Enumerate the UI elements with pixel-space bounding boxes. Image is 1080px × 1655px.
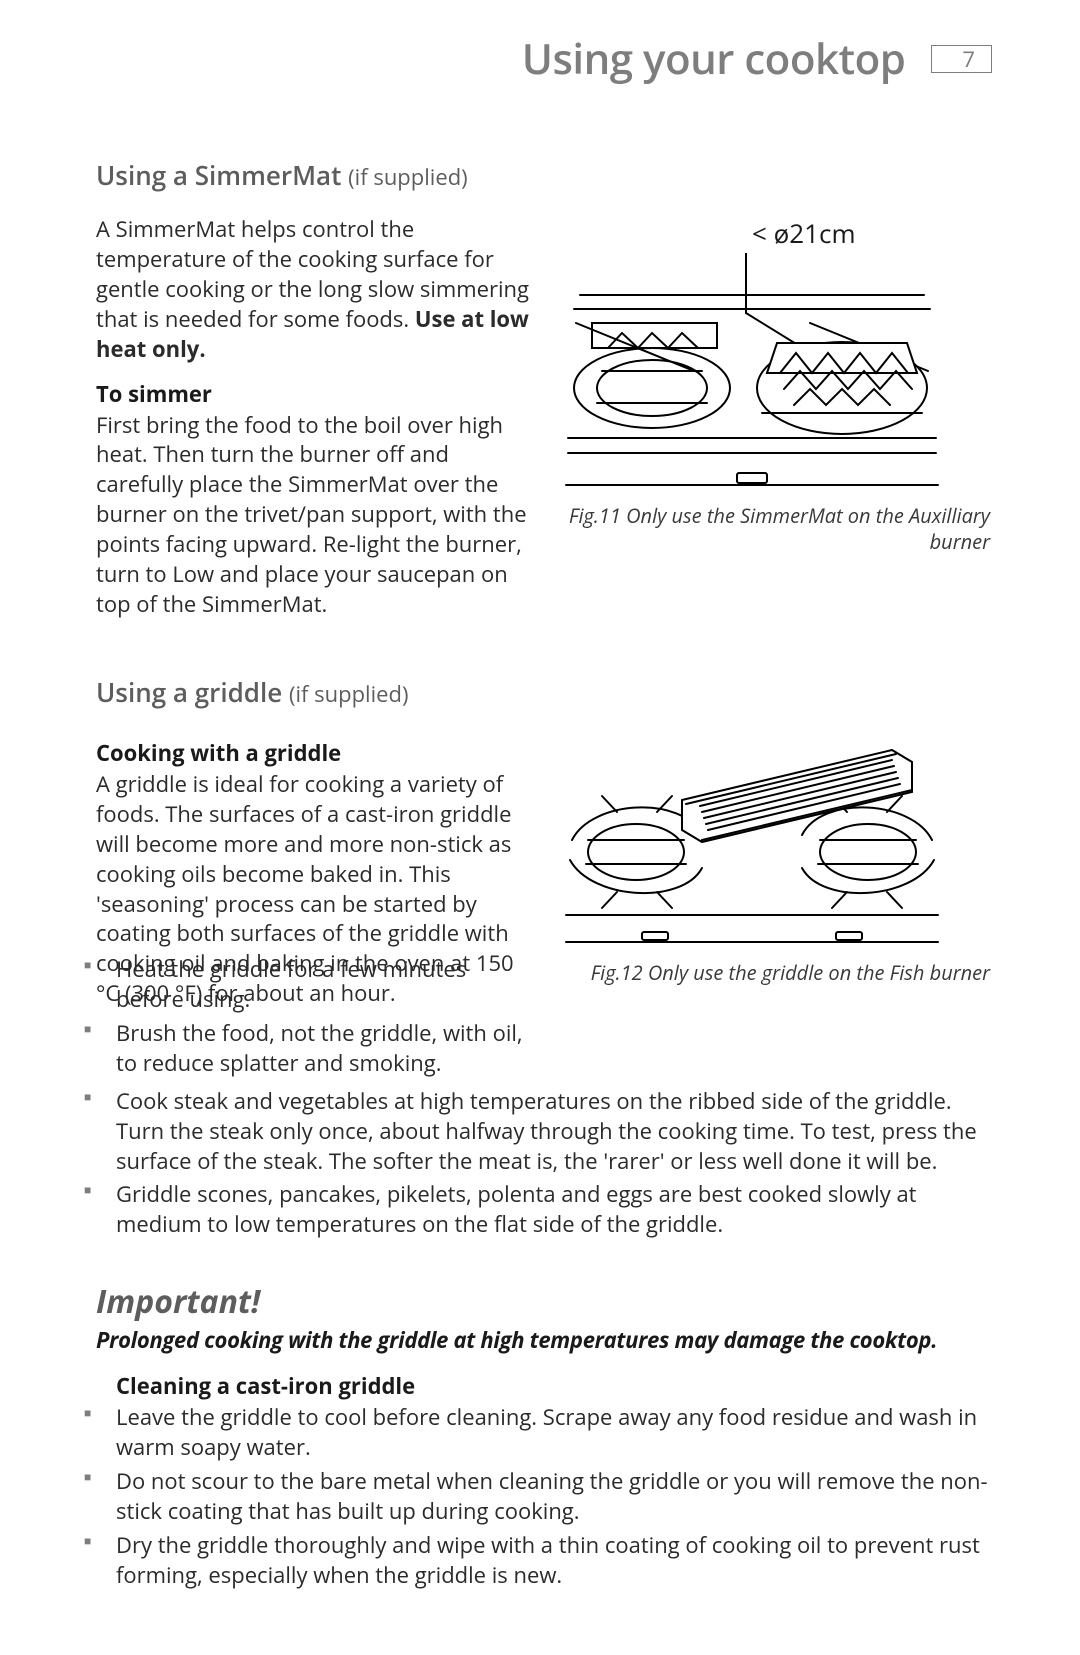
important-text: Prolonged cooking with the griddle at hi… — [96, 1325, 992, 1355]
cleaning-tips: Leave the griddle to cool before cleanin… — [78, 1403, 992, 1590]
heading-suffix: (if supplied) — [289, 679, 408, 709]
subhead-to-simmer: To simmer — [96, 379, 536, 409]
list-item: Do not scour to the bare metal when clea… — [78, 1467, 992, 1527]
section-simmermat: Using a SimmerMat (if supplied) A Simmer… — [78, 157, 992, 634]
figure-12-icon — [562, 740, 942, 950]
important-title: Important! — [96, 1280, 992, 1323]
page-title: Using your cooktop — [522, 30, 906, 87]
page-number: 7 — [931, 45, 992, 73]
heading-text: Using a griddle — [96, 674, 289, 710]
important-block: Important! Prolonged cooking with the gr… — [78, 1280, 992, 1355]
figure-11-caption: Fig.11 Only use the SimmerMat on the Aux… — [562, 503, 992, 555]
heading-simmermat: Using a SimmerMat (if supplied) — [96, 157, 992, 193]
figure-11-icon — [562, 253, 942, 493]
list-item: Cook steak and vegetables at high temper… — [78, 1087, 992, 1177]
list-item: Dry the griddle thoroughly and wipe with… — [78, 1531, 992, 1591]
griddle-tips-wide: Cook steak and vegetables at high temper… — [78, 1087, 992, 1241]
list-item: Griddle scones, pancakes, pikelets, pole… — [78, 1180, 992, 1240]
heading-suffix: (if supplied) — [348, 162, 467, 192]
simmermat-callout: < ø21cm — [562, 215, 992, 251]
page-header: Using your cooktop 7 — [78, 30, 992, 87]
heading-text: Using a SimmerMat — [96, 157, 348, 193]
simmermat-intro: A SimmerMat helps control the temperatur… — [96, 215, 536, 365]
figure-12-caption: Fig.12 Only use the griddle on the Fish … — [562, 960, 992, 986]
list-item: Brush the food, not the griddle, with oi… — [78, 1019, 532, 1079]
simmermat-steps: First bring the food to the boil over hi… — [96, 411, 536, 620]
list-item: Leave the griddle to cool before cleanin… — [78, 1403, 992, 1463]
subhead-cleaning: Cleaning a cast-iron griddle — [116, 1371, 992, 1401]
section-cleaning: Cleaning a cast-iron griddle Leave the g… — [78, 1371, 992, 1590]
list-item: Heat the griddle for a few minutes befor… — [78, 955, 532, 1015]
heading-griddle: Using a griddle (if supplied) — [96, 674, 992, 710]
section-griddle: Using a griddle (if supplied) Cooking wi… — [78, 674, 992, 1240]
subhead-cooking-griddle: Cooking with a griddle — [96, 738, 536, 768]
